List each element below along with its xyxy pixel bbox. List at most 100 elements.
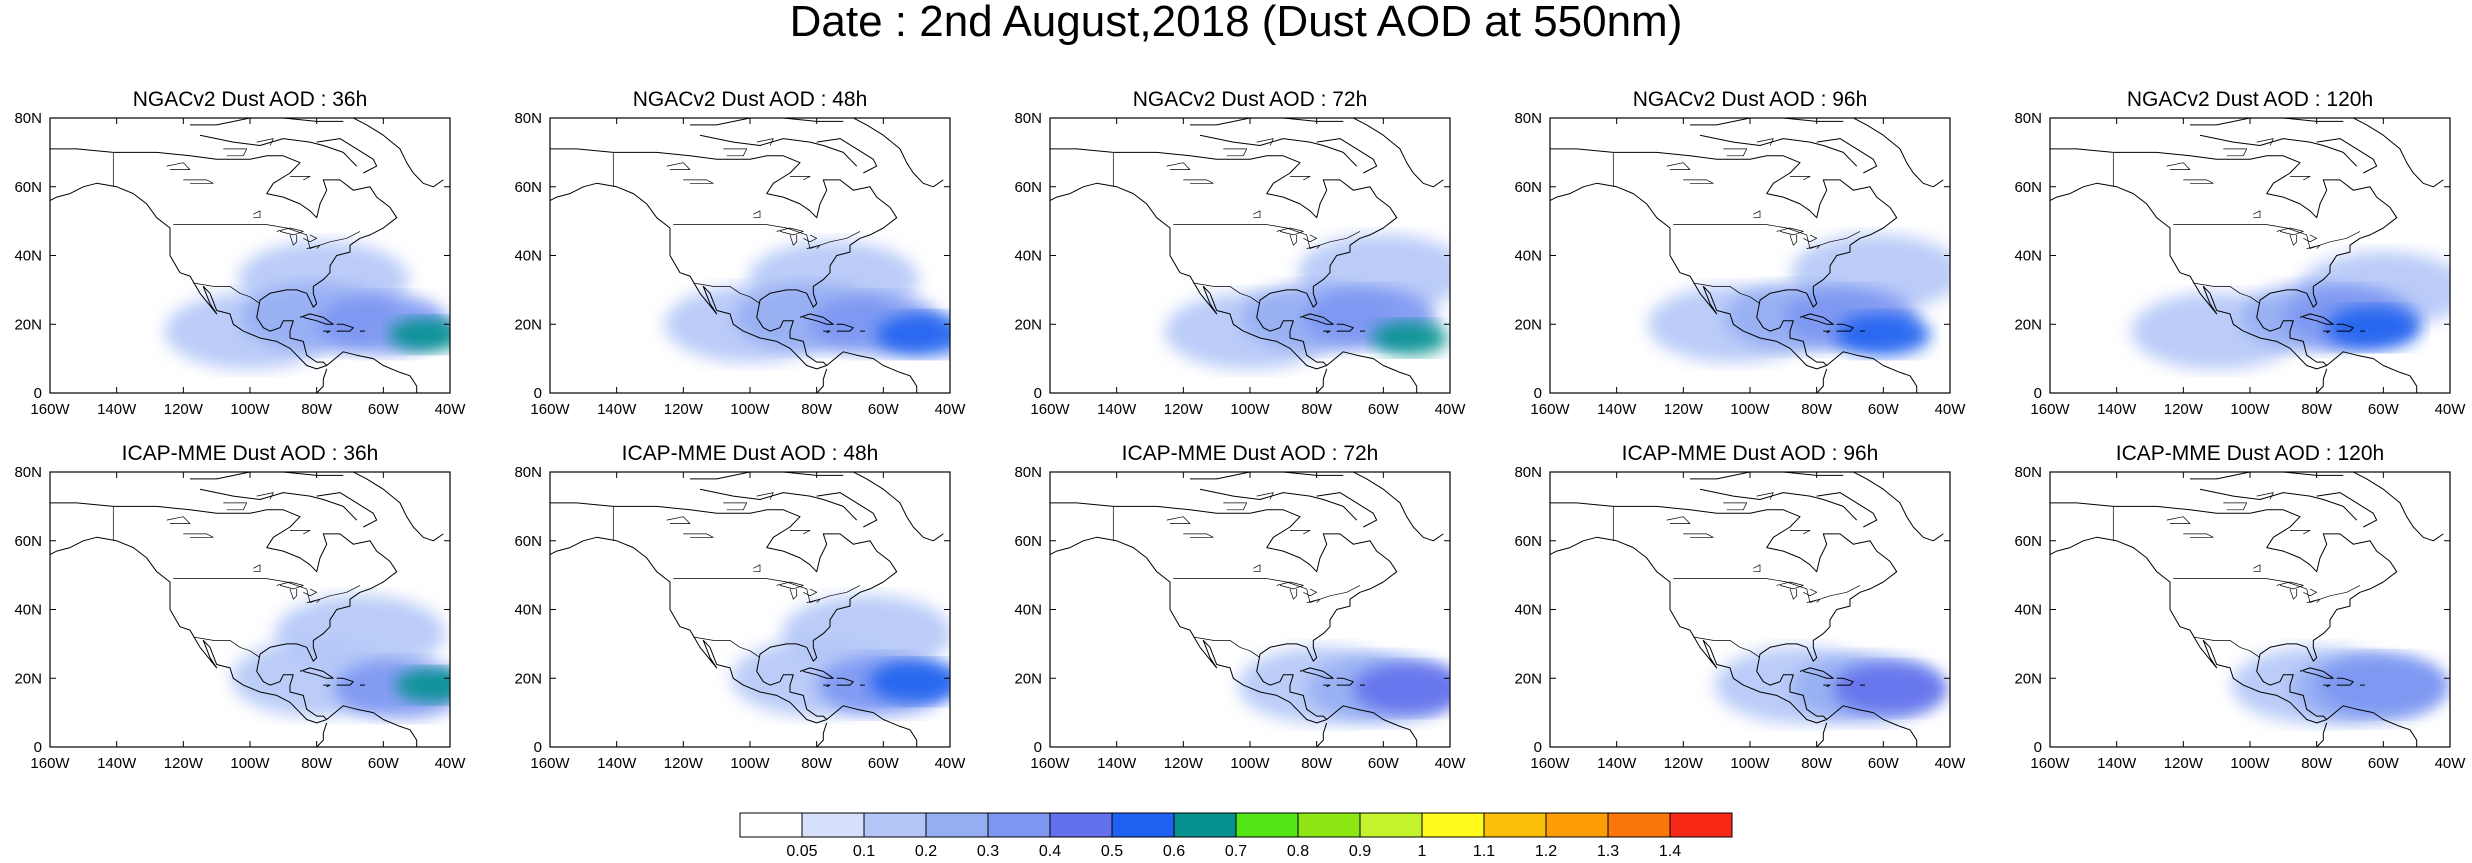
colorbar-label: 1.3: [1597, 843, 1619, 860]
country-border: [173, 578, 361, 603]
lon-tick-label: 100W: [230, 401, 270, 418]
dust-aod-map: 160W 140W 120W 100W 80W 60W 40W 0 20N 40N 60N 80N: [1514, 464, 1966, 772]
coastline: [1816, 722, 1828, 747]
lat-tick-label: 0: [1534, 739, 1542, 756]
coastline: [1836, 677, 1854, 686]
colorbar-bin: [1359, 812, 1423, 838]
colorbar-bin: [925, 812, 989, 838]
coastline: [323, 330, 331, 334]
lake-outline: [306, 244, 321, 249]
coastline: [1699, 134, 1858, 167]
map-panel: NGACv2 Dust AOD : 72h 160W 140W 120W 100W 80W…: [1000, 88, 1500, 418]
country-border: [1173, 578, 1361, 603]
lake-outline: [2303, 234, 2318, 243]
lon-tick-label: 80W: [1801, 401, 1833, 418]
lat-tick-label: 80N: [1014, 110, 1042, 127]
lake-outline: [256, 138, 274, 146]
lake-outline: [803, 234, 818, 243]
lon-tick-label: 140W: [1097, 401, 1137, 418]
dust-plume-cell: [1833, 662, 1947, 715]
coastline: [699, 488, 858, 521]
lon-tick-label: 160W: [1530, 401, 1570, 418]
lake-outline: [2253, 210, 2261, 219]
coastline: [299, 667, 334, 679]
colorbar-bin: [863, 812, 927, 838]
lon-tick-label: 60W: [368, 401, 400, 418]
coastline: [2199, 134, 2358, 167]
coastline: [1826, 351, 1918, 393]
coastline: [2316, 492, 2378, 528]
coastline: [1816, 368, 1828, 393]
lat-tick-label: 20N: [1514, 316, 1542, 333]
lake-outline: [166, 516, 191, 524]
colorbar-bin: [1297, 812, 1361, 838]
lat-tick-label: 60N: [1014, 533, 1042, 550]
lat-tick-label: 40N: [514, 248, 542, 265]
country-border: [1693, 636, 1761, 658]
coastline: [816, 492, 878, 528]
dust-plume-cell: [1372, 320, 1448, 356]
lon-tick-label: 140W: [2097, 755, 2137, 772]
coastline: [299, 313, 334, 325]
coastline: [1550, 502, 1898, 724]
dust-aod-map: 160W 140W 120W 100W 80W 60W 40W 0 20N 40N 60N 80N: [2014, 464, 2466, 772]
coastline: [2299, 667, 2334, 679]
lake-outline: [289, 588, 298, 600]
lon-tick-label: 140W: [1597, 401, 1637, 418]
lake-outline: [1803, 588, 1818, 597]
lake-outline: [2289, 234, 2298, 246]
colorbar-label: 1.2: [1535, 843, 1557, 860]
lake-outline: [2183, 179, 2214, 184]
lake-outline: [1723, 148, 1748, 157]
lake-outline: [776, 581, 804, 590]
lake-outline: [256, 492, 274, 500]
coastline: [199, 488, 358, 521]
country-border: [2193, 282, 2261, 304]
lat-tick-label: 60N: [514, 533, 542, 550]
coastline: [1326, 705, 1418, 747]
coastline: [1799, 313, 1834, 325]
lon-tick-label: 60W: [1868, 401, 1900, 418]
coastline: [2190, 118, 2344, 126]
lake-outline: [1666, 516, 1691, 524]
lon-tick-label: 140W: [1597, 755, 1637, 772]
dust-aod-map: 160W 140W 120W 100W 80W 60W 40W 0 20N 40N 60N 80N: [514, 464, 966, 772]
dust-aod-map: 160W 140W 120W 100W 80W 60W 40W 0 20N 40N 60N 80N: [1014, 464, 1466, 772]
coastline: [823, 684, 831, 688]
lon-tick-label: 100W: [1230, 755, 1270, 772]
lake-outline: [2223, 502, 2248, 511]
lon-tick-label: 40W: [435, 755, 467, 772]
coastline: [550, 502, 898, 724]
lon-tick-label: 160W: [530, 755, 570, 772]
lake-outline: [2256, 492, 2274, 500]
lake-outline: [723, 148, 748, 157]
coastline: [1190, 472, 1344, 480]
panel-title: ICAP-MME Dust AOD : 96h: [1621, 442, 1879, 465]
lake-outline: [776, 227, 804, 236]
coastline: [50, 502, 398, 724]
lat-tick-label: 40N: [1014, 602, 1042, 619]
coastline: [1299, 667, 1334, 679]
coastline: [2323, 330, 2331, 334]
coastline: [550, 148, 898, 370]
lon-tick-label: 140W: [1097, 755, 1137, 772]
lake-outline: [1166, 516, 1191, 524]
lat-tick-label: 60N: [1514, 533, 1542, 550]
country-border: [1673, 578, 1861, 603]
country-border: [193, 282, 261, 304]
lon-tick-label: 40W: [935, 401, 967, 418]
colorbar-label: 1: [1418, 843, 1427, 860]
lake-outline: [303, 234, 318, 243]
colorbar-bin: [1607, 812, 1671, 838]
lake-outline: [1806, 244, 1821, 249]
colorbar-label: 0.05: [786, 843, 817, 860]
coastline: [699, 134, 858, 167]
coastline: [2323, 684, 2331, 688]
lon-tick-label: 80W: [1301, 755, 1333, 772]
lat-tick-label: 60N: [1014, 179, 1042, 196]
lon-tick-label: 160W: [1030, 755, 1070, 772]
lat-tick-label: 0: [1534, 385, 1542, 402]
coastline: [326, 705, 418, 747]
lon-tick-label: 120W: [164, 401, 204, 418]
lat-tick-label: 80N: [1014, 464, 1042, 481]
